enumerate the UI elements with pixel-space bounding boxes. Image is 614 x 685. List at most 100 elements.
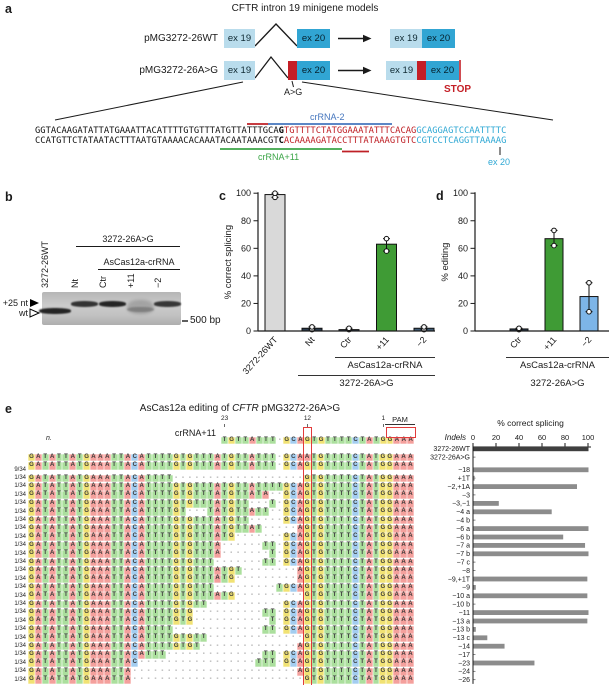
alignment-cell: A	[296, 482, 304, 491]
alignment-cell: G	[386, 541, 394, 550]
alignment-cell: T	[55, 625, 63, 634]
alignment-cell: -	[200, 659, 207, 667]
alignment-cell: A	[103, 583, 111, 592]
x-tick-label: 80	[561, 433, 569, 442]
alignment-cell: T	[269, 541, 277, 550]
alignment-cell: T	[117, 634, 125, 642]
alignment-cell: G	[386, 524, 394, 533]
alignment-cell: T	[152, 482, 159, 491]
alignment-cell: T	[358, 575, 366, 584]
alignment-cell: T	[76, 642, 84, 651]
alignment-cell: A	[96, 667, 104, 676]
crrna-plus11-label: crRNA+11	[258, 152, 300, 162]
alignment-cell: A	[296, 608, 304, 617]
alignment-cell: A	[248, 508, 256, 516]
alignment-cell: C	[351, 642, 359, 651]
alignment-cell: T	[310, 550, 318, 558]
alignment-cell: A	[90, 453, 97, 462]
alignment-cell: -	[242, 601, 249, 609]
alignment-cell: A	[96, 461, 104, 470]
alignment-cell: -	[249, 567, 256, 575]
alignment-cell: G	[186, 566, 194, 575]
alignment-cell: G	[83, 453, 91, 462]
alignment-cell: T	[158, 508, 166, 516]
alignment-cell: -	[193, 609, 200, 617]
alignment-cell: A	[214, 592, 221, 600]
alignment-cell: -	[255, 559, 262, 567]
alignment-cell: T	[165, 482, 173, 491]
alignment-cell: C	[131, 558, 139, 567]
alignment-cell: -	[193, 651, 200, 659]
read-count: 1/34	[14, 500, 26, 507]
alignment-cell: A	[69, 600, 77, 609]
alignment-cell: A	[103, 650, 111, 659]
alignment-cell: T	[331, 533, 339, 542]
alignment-cell: T	[269, 499, 277, 508]
alignment-cell: T	[179, 600, 187, 609]
alignment-cell: T	[255, 491, 263, 500]
alignment-cell: T	[207, 524, 215, 533]
alignment-cell: T	[207, 592, 215, 600]
x-tick-label: 40	[515, 433, 523, 442]
indel-label: −18	[458, 467, 470, 474]
alignment-cell: T	[310, 482, 318, 491]
alignment-cell: A	[69, 667, 77, 676]
alignment-cell: A	[124, 474, 132, 483]
alignment-cell: T	[193, 634, 201, 642]
alignment-cell: A	[124, 516, 132, 525]
alignment-cell: A	[365, 550, 373, 558]
alignment-cell: A	[69, 541, 77, 550]
alignment-cell: T	[344, 642, 352, 651]
alignment-cell: A	[103, 634, 111, 642]
alignment-cell: T	[117, 558, 125, 567]
alignment-cell: T	[145, 474, 153, 483]
product-cryptic-exon-block	[417, 61, 426, 80]
alignment-cell: A	[69, 508, 77, 516]
alignment-cell: T	[110, 541, 118, 550]
alignment-cell: T	[152, 524, 159, 533]
alignment-cell: -	[297, 676, 304, 684]
alignment-cell: G	[186, 541, 194, 550]
alignment-cell: -	[200, 475, 207, 483]
alignment-cell: -	[235, 592, 242, 600]
alignment-cell: -	[269, 584, 276, 592]
alignment-cell: A	[48, 667, 56, 676]
alignment-cell: -	[180, 668, 187, 676]
alignment-cell: -	[214, 584, 221, 592]
alignment-cell: T	[117, 625, 125, 634]
alignment-cell: -	[159, 659, 166, 667]
alignment-cell: G	[28, 676, 35, 684]
alignment-cell: -	[242, 542, 249, 550]
alignment-cell: T	[117, 474, 125, 483]
alignment-cell: C	[131, 650, 139, 659]
alignment-cell: T	[269, 482, 277, 491]
read-count: 1/34	[14, 659, 26, 666]
alignment-cell: G	[28, 524, 35, 533]
data-point	[586, 308, 592, 315]
alignment-cell: T	[372, 583, 380, 592]
alignment-cell: T	[344, 550, 352, 558]
alignment-cell: A	[138, 474, 146, 483]
alignment-cell: -	[221, 584, 228, 592]
alignment-cell: A	[124, 550, 132, 558]
alignment-cell: G	[317, 659, 325, 668]
alignment-cell: G	[282, 625, 290, 634]
alignment-cell: T	[310, 617, 318, 626]
alignment-cell: T	[358, 499, 366, 508]
alignment-cell: T	[241, 461, 249, 470]
alignment-cell: T	[117, 600, 125, 609]
alignment-cell: G	[317, 524, 325, 533]
alignment-cell: T	[358, 650, 366, 659]
alignment-cell: -	[255, 651, 262, 659]
alignment-cell: -	[290, 592, 297, 600]
alignment-cell: A	[400, 461, 407, 470]
alignment-cell: T	[344, 461, 352, 470]
alignment-cell: T	[276, 482, 283, 491]
alignment-cell: -	[242, 559, 249, 567]
alignment-cell: C	[289, 516, 297, 525]
alignment-cell: T	[200, 541, 208, 550]
alignment-cell: T	[331, 676, 339, 684]
